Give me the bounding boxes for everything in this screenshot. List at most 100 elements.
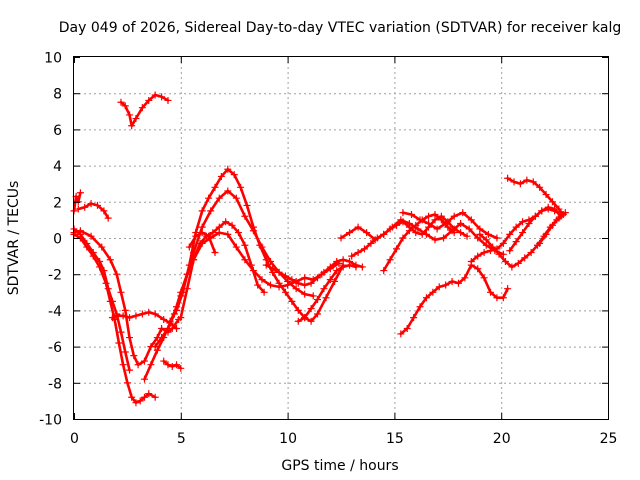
data-point	[168, 363, 176, 371]
data-point	[474, 265, 482, 273]
data-point	[484, 230, 492, 238]
data-point	[301, 290, 309, 298]
data-point	[512, 238, 520, 246]
data-point	[403, 325, 411, 332]
data-point	[499, 294, 507, 302]
data-point	[307, 305, 315, 313]
data-point	[516, 180, 524, 188]
y-tick-label: -2	[48, 268, 62, 284]
data-point	[495, 250, 503, 258]
y-tick-label: -8	[48, 376, 62, 392]
data-point	[536, 183, 544, 191]
data-point	[506, 247, 514, 255]
data-point	[145, 308, 153, 316]
series-arc-n	[262, 256, 366, 289]
data-point	[234, 229, 242, 237]
y-tick-labels: -10 -8 -6 -4 -2 0 2 4 6 8 10	[39, 51, 62, 429]
data-point	[525, 220, 533, 228]
data-point	[108, 297, 116, 305]
data-point	[126, 334, 134, 342]
data-point	[196, 239, 204, 247]
data-point	[360, 245, 368, 253]
data-point	[363, 229, 371, 237]
data-point	[527, 248, 535, 256]
data-point	[320, 285, 328, 293]
series-arc-y	[536, 209, 569, 247]
data-point	[487, 247, 495, 255]
data-point	[352, 263, 360, 271]
data-point	[160, 357, 168, 365]
data-point	[158, 325, 166, 332]
data-point	[523, 176, 531, 184]
data-point	[96, 258, 104, 266]
data-point	[542, 191, 550, 199]
data-point	[425, 212, 433, 220]
data-point	[119, 361, 127, 369]
data-point	[493, 234, 501, 242]
data-point	[354, 248, 362, 256]
data-point	[448, 277, 456, 285]
data-point	[551, 205, 559, 213]
data-point	[326, 263, 334, 271]
data-point	[506, 230, 514, 238]
data-point	[337, 234, 345, 242]
series-trace	[506, 177, 565, 216]
data-point	[151, 310, 159, 318]
data-point	[153, 346, 161, 354]
data-point	[128, 122, 136, 130]
data-point	[487, 288, 495, 296]
data-point	[128, 393, 136, 401]
data-point	[333, 267, 341, 275]
data-point	[512, 223, 520, 231]
data-point	[482, 236, 490, 244]
data-point	[267, 281, 275, 289]
data-point	[87, 232, 95, 240]
data-point	[151, 91, 159, 99]
data-point	[294, 306, 302, 314]
series-arc-o	[294, 261, 360, 325]
data-point	[431, 210, 439, 218]
series-arc-k	[160, 357, 185, 372]
data-point	[474, 252, 482, 260]
data-point	[224, 230, 232, 238]
data-point	[412, 229, 420, 237]
data-point	[476, 230, 484, 238]
data-point	[98, 243, 106, 251]
data-point	[281, 272, 289, 280]
data-point	[314, 296, 322, 304]
data-point	[232, 243, 240, 251]
data-point	[160, 315, 168, 323]
data-point	[301, 314, 309, 322]
y-tick-label: -6	[48, 340, 62, 356]
data-point	[211, 248, 219, 256]
data-point	[414, 225, 422, 233]
data-point	[435, 283, 443, 291]
series-arc-s	[399, 209, 501, 242]
data-point	[463, 232, 471, 240]
data-point	[87, 200, 95, 208]
data-point	[354, 223, 362, 231]
series-arc-g	[108, 308, 181, 332]
data-point	[450, 229, 458, 237]
data-point	[262, 261, 270, 269]
data-point	[407, 210, 415, 218]
data-point	[281, 288, 289, 296]
data-point	[454, 279, 462, 287]
data-point	[205, 232, 213, 240]
series-arc-m	[185, 229, 219, 256]
data-point	[217, 172, 225, 180]
data-point	[138, 104, 146, 112]
data-point	[416, 216, 424, 224]
data-point	[461, 274, 469, 282]
series-trace	[264, 258, 364, 287]
y-tick-label: 8	[53, 87, 62, 103]
series-trace	[119, 93, 170, 128]
data-point	[158, 93, 166, 101]
data-point	[147, 361, 155, 369]
data-point	[405, 227, 413, 235]
data-point	[136, 397, 144, 405]
data-point	[230, 171, 238, 179]
data-point	[538, 207, 546, 215]
data-point	[499, 239, 507, 247]
